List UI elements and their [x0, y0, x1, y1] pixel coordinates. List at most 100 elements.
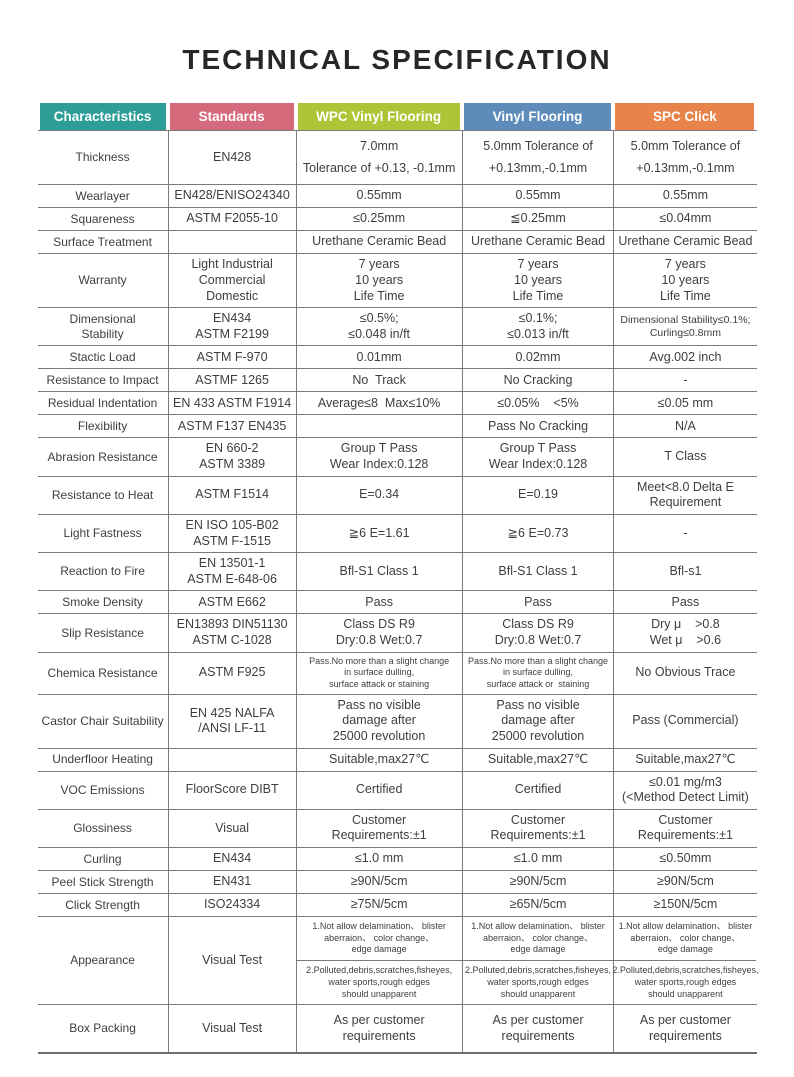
cell-text: in surface dulling, [344, 667, 415, 678]
cell-text: ≥150N/5cm [653, 897, 718, 912]
cell-text: ≤0.05% <5% [497, 395, 579, 410]
value-cell: Customer Requirements:±1 [295, 809, 462, 848]
cell-text: 0.02mm [515, 349, 561, 364]
value-cell: Customer Requirements:±1 [461, 809, 614, 848]
cell-text: ≤0.048 in/ft [348, 326, 411, 341]
cell-text: 5.0mm Tolerance of [630, 139, 741, 153]
cell-text: Pass.No more than a slight change [467, 655, 609, 666]
cell-text: Urethane Ceramic Bead [470, 234, 606, 249]
cell-text: Life Time [512, 288, 564, 303]
standard-cell: EN 433 ASTM F1914 [167, 392, 296, 415]
value-cell: Pass [461, 591, 614, 614]
standard-cell: FloorScore DIBT [167, 771, 296, 809]
cell-text: ≤0.1%; [518, 311, 558, 326]
sub-block: 1.Not allow delamination、 blister aberrai… [614, 917, 756, 960]
cell-text: 7 years [358, 257, 400, 272]
standard-cell: ASTM F-970 [167, 346, 296, 369]
value-cell: Suitable,max27℃ [295, 748, 462, 771]
cell-text: in surface dulling, [503, 667, 574, 678]
cell-text: Pass [524, 594, 552, 609]
cell-text: EN 425 NALFA [189, 705, 275, 720]
label-cell: Reaction to Fire [38, 553, 168, 590]
table-row-curling: Curling EN434 ≤1.0 mm ≤1.0 mm ≤0.50mm [37, 847, 757, 871]
cell-text: surface attack or staining [486, 679, 590, 689]
cell-text: Group T Pass [340, 441, 418, 456]
value-cell: 0.55mm [461, 185, 614, 208]
standard-cell: EN ISO 105-B02 ASTM F-1515 [167, 514, 296, 553]
cell-text: Warranty [78, 273, 127, 288]
cell-text: Suitable,max27℃ [487, 751, 589, 766]
value-cell: ≤0.5%; ≤0.048 in/ft [295, 308, 462, 346]
cell-text: Bfl-S1 Class 1 [498, 563, 578, 578]
column-header-standards: Standards [169, 103, 294, 130]
cell-text: ≤0.25mm [353, 211, 406, 226]
value-cell: ≥90N/5cm [613, 871, 756, 894]
cell-text: EN434 [212, 851, 252, 866]
value-cell: 0.55mm [613, 185, 756, 208]
cell-text: EN431 [212, 874, 252, 889]
value-cell: ≤0.01 mg/m3 (<Method Detect Limit) [613, 771, 756, 809]
value-cell: 1.Not allow delamination、 blister aberrai… [461, 917, 614, 1005]
cell-text: ASTM F137 EN435 [177, 418, 287, 433]
value-cell: ≥75N/5cm [295, 894, 462, 917]
cell-text: VOC Emissions [60, 782, 145, 797]
cell-text: Reaction to Fire [60, 564, 145, 579]
value-cell: ≤0.50mm [613, 848, 756, 871]
value-cell: Average≤8 Max≤10% [295, 392, 462, 415]
table-row-static-load: Stactic Load ASTM F-970 0.01mm 0.02mm Avg.00… [37, 345, 757, 369]
cell-text: ≤0.013 in/ft [507, 326, 569, 341]
standard-cell: EN431 [167, 871, 296, 894]
cell-text: ASTM F-1515 [193, 533, 272, 548]
cell-text: Pass (Commercial) [632, 713, 739, 728]
table-row-light-fastness: Light Fastness EN ISO 105-B02 ASTM F-1515 ≧… [37, 513, 757, 553]
cell-text: Wear Index:0.128 [329, 457, 429, 471]
label-cell: Wearlayer [38, 185, 168, 207]
cell-text: ASTM F2199 [195, 326, 269, 341]
label-cell: Thickness [38, 131, 168, 184]
table-row-abrasion-resistance: Abrasion Resistance EN 660-2 ASTM 3389 Grou… [37, 437, 757, 476]
value-cell: Certified [461, 771, 614, 809]
cell-text: water sports,rough edges [328, 976, 430, 987]
cell-text: No Cracking [503, 372, 573, 387]
value-cell: ≤0.05 mm [613, 392, 756, 415]
cell-text: 1.Not allow delamination、 blister [471, 921, 605, 932]
standard-cell: EN 660-2 ASTM 3389 [167, 438, 296, 476]
value-cell: ≤0.25mm [295, 208, 462, 231]
standard-cell: ASTM E662 [167, 591, 296, 614]
label-cell: Warranty [38, 254, 168, 307]
cell-text: Dry:0.8 Wet:0.7 [335, 633, 423, 647]
label-cell: Click Strength [38, 894, 168, 916]
cell-text: requirements [501, 1028, 575, 1043]
value-cell: Avg.002 inch [613, 346, 756, 369]
cell-text: Resistance to Heat [51, 487, 154, 502]
standard-cell: ASTM F1514 [167, 476, 296, 514]
table-row-thickness: Thickness EN428 7.0mm Tolerance of +0.13, -… [37, 130, 757, 185]
standard-cell: EN434 ASTM F2199 [167, 308, 296, 346]
value-cell: No Track [295, 369, 462, 392]
table-row-resistance-to-heat: Resistance to Heat ASTM F1514 E=0.34 E=0.19… [37, 475, 757, 514]
cell-text: Bfl-s1 [669, 563, 702, 578]
table-row-dimensional-stability: Dimensional Stability EN434 ASTM F2199 ≤0.5%… [37, 307, 757, 346]
sub-block: 2.Polluted,debris,scratches,fisheyes, wat… [462, 960, 614, 1004]
cell-text: 0.01mm [356, 349, 402, 364]
table-row-smoke-density: Smoke Density ASTM E662 Pass Pass Pass [37, 590, 757, 614]
cell-text: EN434 [212, 311, 252, 326]
cell-text: Squareness [70, 211, 135, 226]
cell-text: Pass no visible [337, 697, 421, 712]
cell-text: Wear Index:0.128 [488, 457, 588, 471]
label-cell: Residual Indentation [38, 392, 168, 414]
cell-text: EN428 [212, 149, 252, 164]
cell-text: Average≤8 Max≤10% [317, 395, 441, 410]
label-cell: Slip Resistance [38, 614, 168, 651]
cell-text: ASTM C-1028 [192, 633, 272, 647]
table-row-glossiness: Glossiness Visual Customer Requirements:±1 C… [37, 808, 757, 848]
cell-text: Light Fastness [63, 526, 142, 540]
cell-text: 0.55mm [515, 188, 561, 203]
cell-text: Requirement [649, 495, 722, 510]
cell-text: 1.Not allow delamination、 blister [618, 921, 753, 932]
cell-text: Castor Chair Suitability [41, 713, 164, 728]
standard-cell: EN13893 DIN51130 ASTM C-1028 [167, 614, 296, 652]
cell-text: 10 years [514, 272, 562, 287]
value-cell: E=0.34 [295, 476, 462, 514]
cell-text: 0.55mm [356, 188, 402, 203]
